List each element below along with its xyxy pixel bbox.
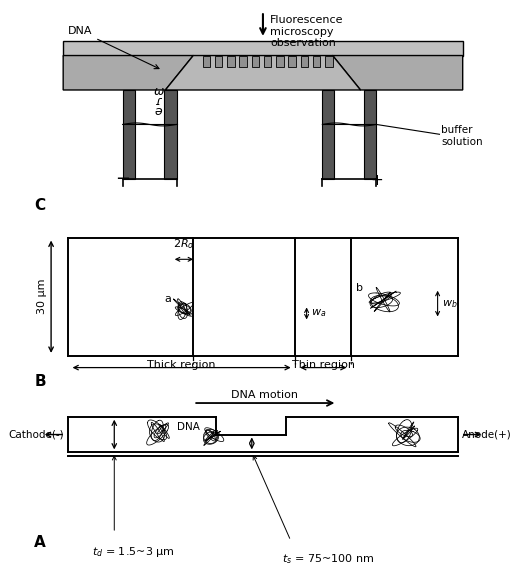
Text: $t_d$ = 1.5~3 μm: $t_d$ = 1.5~3 μm xyxy=(92,545,174,559)
Text: $t_s$ = 75~100 nm: $t_s$ = 75~100 nm xyxy=(282,553,374,567)
Text: B: B xyxy=(34,373,46,389)
Text: b: b xyxy=(356,283,363,293)
Bar xyxy=(301,55,308,67)
Text: ə: ə xyxy=(155,105,163,118)
Polygon shape xyxy=(333,55,463,90)
Bar xyxy=(123,90,135,178)
Text: $w_a$: $w_a$ xyxy=(311,308,327,319)
Text: $w_b$: $w_b$ xyxy=(442,298,458,310)
Text: DNA: DNA xyxy=(177,422,200,431)
Bar xyxy=(276,55,283,67)
Text: A: A xyxy=(34,535,46,550)
Bar xyxy=(264,55,271,67)
Bar xyxy=(164,90,176,178)
Bar xyxy=(203,55,210,67)
Text: buffer
solution: buffer solution xyxy=(441,125,483,147)
Text: +: + xyxy=(370,173,383,189)
Bar xyxy=(322,90,334,178)
Text: DNA motion: DNA motion xyxy=(231,390,298,400)
Text: Cathode(-): Cathode(-) xyxy=(8,430,64,439)
Bar xyxy=(364,90,376,178)
Bar xyxy=(313,55,320,67)
Bar xyxy=(252,55,259,67)
Bar xyxy=(325,55,333,67)
Text: C: C xyxy=(34,198,45,213)
Text: Thin region: Thin region xyxy=(292,360,355,369)
Text: Fluorescence
microscopy
observation: Fluorescence microscopy observation xyxy=(270,15,344,48)
Text: $2R_o$: $2R_o$ xyxy=(173,238,194,251)
Text: ɾ: ɾ xyxy=(155,95,162,108)
Text: DNA: DNA xyxy=(68,26,159,68)
Text: ω: ω xyxy=(153,86,164,99)
Text: Anode(+): Anode(+) xyxy=(462,430,512,439)
Bar xyxy=(239,55,247,67)
Polygon shape xyxy=(63,55,193,90)
Text: −: − xyxy=(115,170,130,189)
Bar xyxy=(227,55,235,67)
Bar xyxy=(63,41,463,55)
Text: 30 μm: 30 μm xyxy=(37,279,47,315)
Bar xyxy=(215,55,222,67)
Bar xyxy=(289,55,296,67)
Polygon shape xyxy=(165,55,360,90)
Text: a: a xyxy=(164,294,171,304)
Text: Thick region: Thick region xyxy=(147,360,216,369)
